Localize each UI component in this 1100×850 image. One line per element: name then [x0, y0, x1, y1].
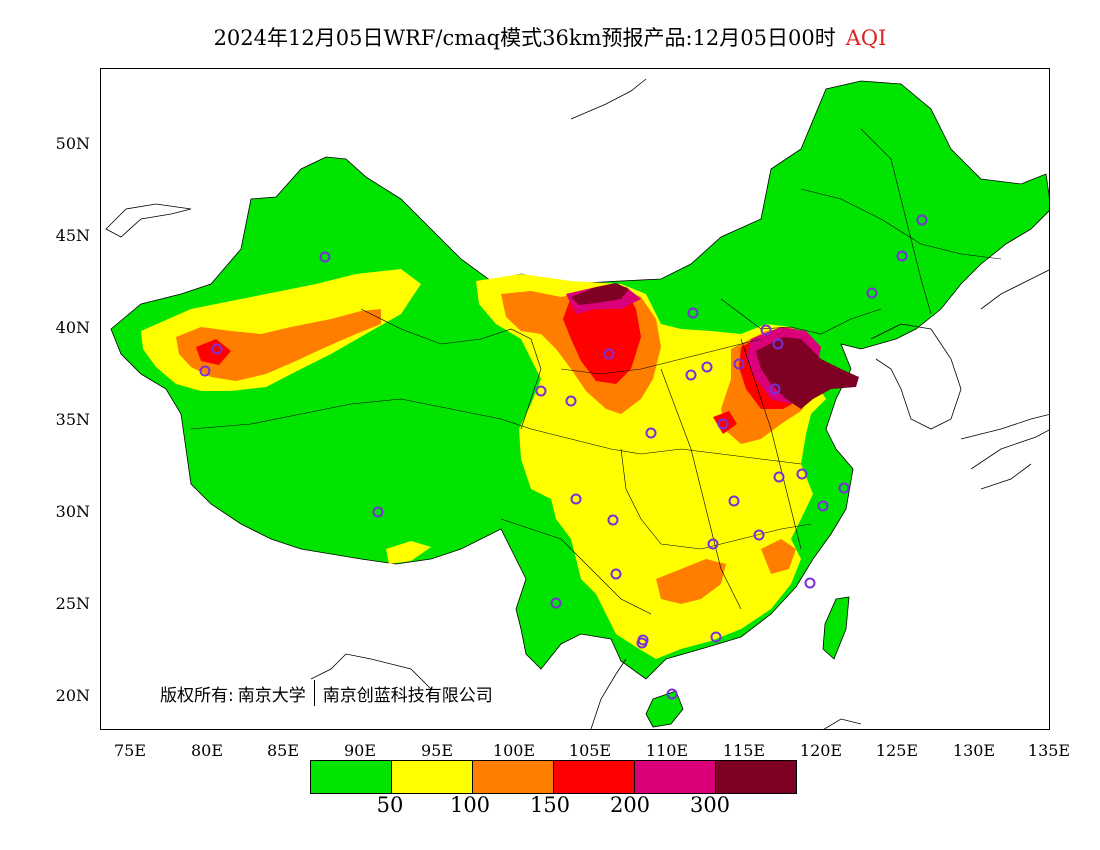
city-marker — [760, 324, 772, 336]
city-marker — [796, 468, 808, 480]
aqi-zone-usg-south — [656, 559, 726, 604]
city-marker — [685, 369, 697, 381]
hainan-island — [645, 690, 684, 728]
city-marker — [710, 631, 722, 643]
city-marker — [753, 529, 765, 541]
lat-label: 25N — [55, 594, 90, 613]
city-marker — [372, 506, 384, 518]
colorbar-tick-label: 50 — [376, 793, 404, 817]
copyright-notice: 版权所有: 南京大学 南京创蓝科技有限公司 — [160, 680, 493, 706]
colorbar-tick-label: 150 — [529, 793, 571, 817]
lake-balkhash — [105, 203, 192, 238]
city-marker — [804, 577, 816, 589]
colorbar-swatch — [715, 761, 796, 793]
aqi-colorbar — [310, 760, 797, 794]
lat-label: 45N — [55, 226, 90, 245]
lon-label: 80E — [190, 741, 224, 760]
taiwan-island — [822, 596, 850, 660]
province-boundaries — [190, 128, 1002, 615]
city-marker — [773, 471, 785, 483]
city-marker — [701, 361, 713, 373]
city-marker — [319, 251, 331, 263]
city-marker — [772, 338, 784, 350]
city-marker — [645, 427, 657, 439]
aqi-zone-hazardous-northchina — [756, 337, 859, 409]
city-marker — [817, 500, 829, 512]
lon-label: 125E — [875, 741, 919, 760]
lon-label: 95E — [420, 741, 454, 760]
city-marker — [637, 634, 649, 646]
city-marker — [610, 568, 622, 580]
aqi-zone-unhealthy-henan — [713, 411, 737, 434]
lon-label: 135E — [1027, 741, 1071, 760]
colorbar-swatch — [391, 761, 472, 793]
city-marker — [717, 418, 729, 430]
title-variable: AQI — [845, 26, 887, 50]
lon-label: 90E — [343, 741, 377, 760]
city-marker — [916, 214, 928, 226]
colorbar-swatch — [553, 761, 634, 793]
aqi-map — [105, 78, 1049, 729]
lon-label: 120E — [799, 741, 843, 760]
city-marker — [550, 597, 562, 609]
city-marker — [565, 395, 577, 407]
city-marker — [728, 495, 740, 507]
city-marker — [733, 358, 745, 370]
lon-label: 100E — [492, 741, 536, 760]
lon-label: 105E — [568, 741, 612, 760]
lat-label: 35N — [55, 410, 90, 429]
japan-coastline — [960, 414, 1049, 490]
lon-label: 110E — [645, 741, 689, 760]
colorbar-tick-label: 200 — [609, 793, 651, 817]
city-marker — [687, 307, 699, 319]
city-marker — [866, 287, 878, 299]
colorbar-tick-label: 100 — [449, 793, 491, 817]
colorbar-tick-label: 300 — [689, 793, 731, 817]
copyright-separator — [313, 680, 315, 706]
city-marker — [838, 482, 850, 494]
lat-label: 40N — [55, 318, 90, 337]
lon-label: 75E — [113, 741, 147, 760]
copyright-org-2: 南京创蓝科技有限公司 — [322, 685, 493, 706]
aqi-zone-hazardous-innermongolia — [571, 283, 629, 305]
aqi-zone-usg-fujian — [761, 539, 796, 574]
aqi-zone-moderate-tibet-edge — [386, 541, 431, 564]
lat-label: 30N — [55, 502, 90, 521]
city-marker — [535, 385, 547, 397]
city-marker — [707, 538, 719, 550]
aqi-zone-usg-xinjiang — [176, 309, 381, 381]
city-marker — [199, 365, 211, 377]
colorbar-swatch — [472, 761, 553, 793]
city-marker — [570, 493, 582, 505]
map-title: 2024年12月05日WRF/cmaq模式36km预报产品:12月05日00时 A… — [0, 22, 1100, 52]
colorbar-swatch — [311, 761, 391, 793]
korea-coastline — [870, 323, 962, 430]
copyright-org-1: 南京大学 — [237, 685, 306, 706]
aqi-zone-unhealthy-shaanxi — [563, 289, 641, 384]
russia-coast — [570, 78, 1049, 310]
lat-label: 50N — [55, 134, 90, 153]
city-marker — [666, 688, 678, 700]
lon-label: 115E — [722, 741, 766, 760]
city-marker — [211, 343, 223, 355]
city-marker — [607, 514, 619, 526]
copyright-owner-label: 版权所有: — [160, 685, 234, 706]
city-marker — [896, 250, 908, 262]
lon-label: 130E — [952, 741, 996, 760]
colorbar-swatch — [634, 761, 715, 793]
city-markers — [199, 214, 928, 700]
indochina-coastline — [310, 653, 862, 729]
city-marker — [769, 383, 781, 395]
city-marker — [603, 348, 615, 360]
title-text: 2024年12月05日WRF/cmaq模式36km预报产品:12月05日00时 — [213, 26, 836, 50]
lat-label: 20N — [55, 686, 90, 705]
map-panel — [100, 68, 1050, 730]
lon-label: 85E — [266, 741, 300, 760]
